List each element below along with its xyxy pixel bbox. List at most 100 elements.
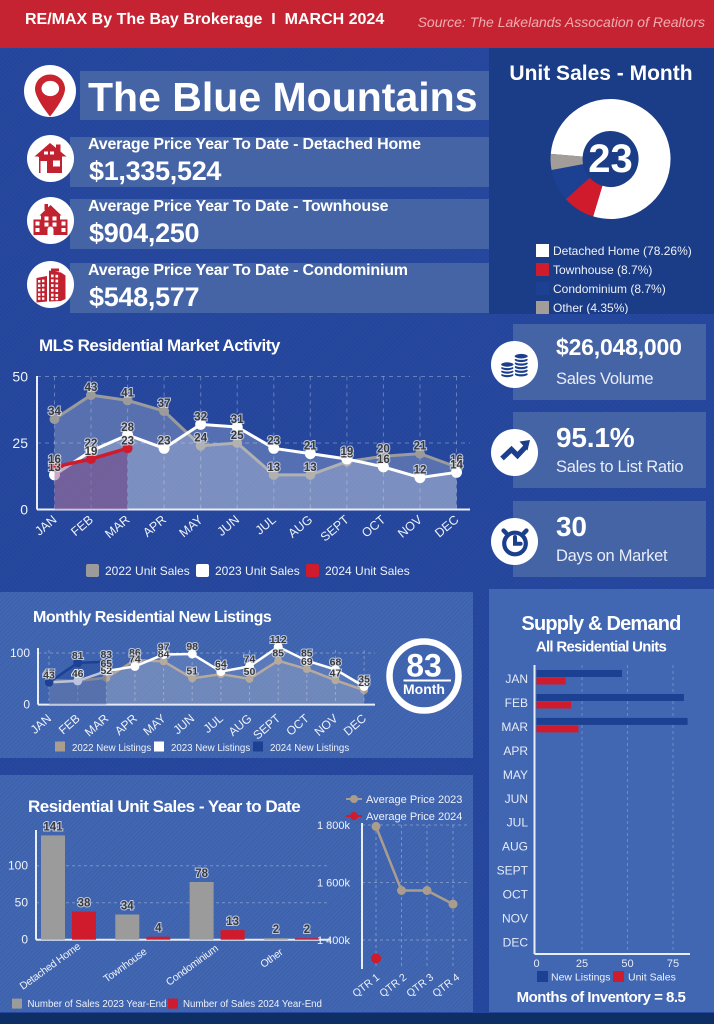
svg-text:OCT: OCT	[503, 888, 529, 902]
svg-text:31: 31	[231, 414, 244, 426]
svg-text:50: 50	[244, 666, 256, 678]
svg-text:46: 46	[72, 668, 84, 680]
svg-text:FEB: FEB	[505, 696, 528, 710]
svg-text:35: 35	[358, 674, 370, 686]
svg-text:12: 12	[414, 465, 427, 477]
svg-text:65: 65	[100, 658, 112, 670]
svg-text:47: 47	[330, 667, 342, 679]
svg-text:Other (4.35%): Other (4.35%)	[553, 301, 628, 314]
svg-text:0: 0	[533, 958, 539, 970]
svg-text:APR: APR	[112, 711, 140, 738]
svg-text:141: 141	[43, 821, 63, 833]
svg-text:24: 24	[194, 433, 207, 445]
svg-text:85: 85	[272, 648, 284, 660]
svg-text:13: 13	[48, 462, 61, 474]
svg-text:Number of Sales 2024 Year-End: Number of Sales 2024 Year-End	[183, 999, 322, 1010]
svg-text:All Residential Units: All Residential Units	[536, 639, 667, 656]
svg-text:JAN: JAN	[32, 513, 59, 539]
svg-text:21: 21	[414, 441, 427, 453]
svg-text:23: 23	[588, 137, 633, 181]
svg-text:QTR 1: QTR 1	[350, 971, 382, 1000]
svg-text:JAN: JAN	[28, 711, 54, 736]
svg-text:81: 81	[72, 650, 84, 662]
svg-text:FEB: FEB	[68, 513, 96, 539]
svg-text:2024 Unit Sales: 2024 Unit Sales	[325, 564, 410, 578]
svg-text:JUN: JUN	[505, 792, 528, 806]
svg-text:83: 83	[406, 648, 442, 684]
svg-text:2024 New Listings: 2024 New Listings	[270, 743, 349, 754]
svg-text:51: 51	[186, 665, 198, 677]
svg-text:23: 23	[267, 435, 280, 447]
svg-text:43: 43	[85, 382, 98, 394]
svg-text:MLS Residential Market Activit: MLS Residential Market Activity	[39, 336, 281, 355]
svg-text:19: 19	[85, 446, 98, 458]
svg-text:2022 New Listings: 2022 New Listings	[72, 743, 151, 754]
svg-text:0: 0	[21, 933, 28, 947]
svg-text:MAR: MAR	[82, 711, 112, 739]
svg-text:JAN: JAN	[505, 672, 528, 686]
svg-text:SEPT: SEPT	[250, 711, 283, 743]
svg-text:Townhouse: Townhouse	[101, 946, 149, 986]
svg-text:AUG: AUG	[226, 711, 255, 739]
svg-text:OCT: OCT	[283, 711, 312, 739]
svg-text:Unit Sales - Month: Unit Sales - Month	[509, 62, 692, 85]
svg-text:1 800k: 1 800k	[317, 820, 351, 832]
svg-text:74: 74	[129, 653, 141, 665]
svg-text:14: 14	[450, 459, 463, 471]
svg-text:QTR 2: QTR 2	[377, 971, 409, 1000]
svg-text:74: 74	[244, 653, 256, 665]
svg-text:QTR 3: QTR 3	[404, 971, 436, 1000]
svg-text:JUN: JUN	[215, 513, 243, 539]
svg-text:Months of Inventory = 8.5: Months of Inventory = 8.5	[517, 989, 686, 1006]
svg-text:Condominium (8.7%): Condominium (8.7%)	[553, 282, 666, 296]
svg-text:Condominium: Condominium	[164, 942, 221, 988]
svg-text:18: 18	[341, 449, 354, 461]
svg-text:Month: Month	[403, 681, 445, 697]
svg-text:86: 86	[129, 647, 141, 659]
svg-text:16: 16	[377, 454, 390, 466]
svg-text:43: 43	[43, 669, 55, 681]
svg-text:75: 75	[667, 958, 679, 970]
svg-text:22: 22	[85, 438, 98, 450]
svg-text:28: 28	[358, 677, 370, 689]
svg-text:1 400k: 1 400k	[317, 935, 351, 947]
svg-text:SEPT: SEPT	[497, 864, 529, 878]
svg-text:13: 13	[226, 916, 239, 928]
svg-text:0: 0	[20, 502, 28, 518]
svg-text:23: 23	[121, 435, 134, 447]
svg-text:JUN: JUN	[170, 711, 197, 737]
svg-text:Unit Sales: Unit Sales	[628, 972, 676, 984]
svg-text:FEB: FEB	[56, 711, 83, 737]
svg-text:QTR 4: QTR 4	[430, 971, 462, 1000]
svg-text:JUL: JUL	[253, 513, 279, 538]
svg-text:38: 38	[78, 898, 91, 910]
svg-text:DEC: DEC	[432, 513, 461, 541]
svg-text:OCT: OCT	[359, 512, 388, 540]
svg-text:50: 50	[12, 369, 28, 385]
svg-text:2: 2	[273, 924, 279, 936]
svg-text:64: 64	[215, 659, 227, 671]
svg-text:DEC: DEC	[503, 935, 529, 949]
svg-text:AUG: AUG	[502, 840, 528, 854]
svg-text:20: 20	[377, 443, 390, 455]
svg-text:50: 50	[621, 958, 633, 970]
svg-text:100: 100	[10, 646, 30, 660]
svg-text:13: 13	[267, 462, 280, 474]
svg-text:Supply & Demand: Supply & Demand	[521, 613, 680, 635]
svg-text:MAY: MAY	[140, 711, 168, 738]
svg-text:2023 Unit Sales: 2023 Unit Sales	[215, 564, 300, 578]
svg-text:97: 97	[158, 642, 170, 654]
svg-text:13: 13	[304, 462, 317, 474]
svg-text:46: 46	[72, 668, 84, 680]
svg-text:25: 25	[231, 430, 244, 442]
svg-text:MAY: MAY	[503, 768, 528, 782]
svg-text:2: 2	[304, 924, 310, 936]
svg-text:Detached Home (78.26%): Detached Home (78.26%)	[553, 244, 692, 258]
svg-text:4: 4	[155, 923, 162, 935]
svg-text:32: 32	[194, 411, 207, 423]
svg-text:Average Price 2023: Average Price 2023	[366, 794, 462, 806]
svg-text:Number of Sales 2023 Year-End: Number of Sales 2023 Year-End	[28, 999, 167, 1010]
svg-text:50: 50	[15, 896, 29, 910]
svg-text:AUG: AUG	[285, 513, 315, 541]
svg-text:78: 78	[195, 868, 208, 880]
